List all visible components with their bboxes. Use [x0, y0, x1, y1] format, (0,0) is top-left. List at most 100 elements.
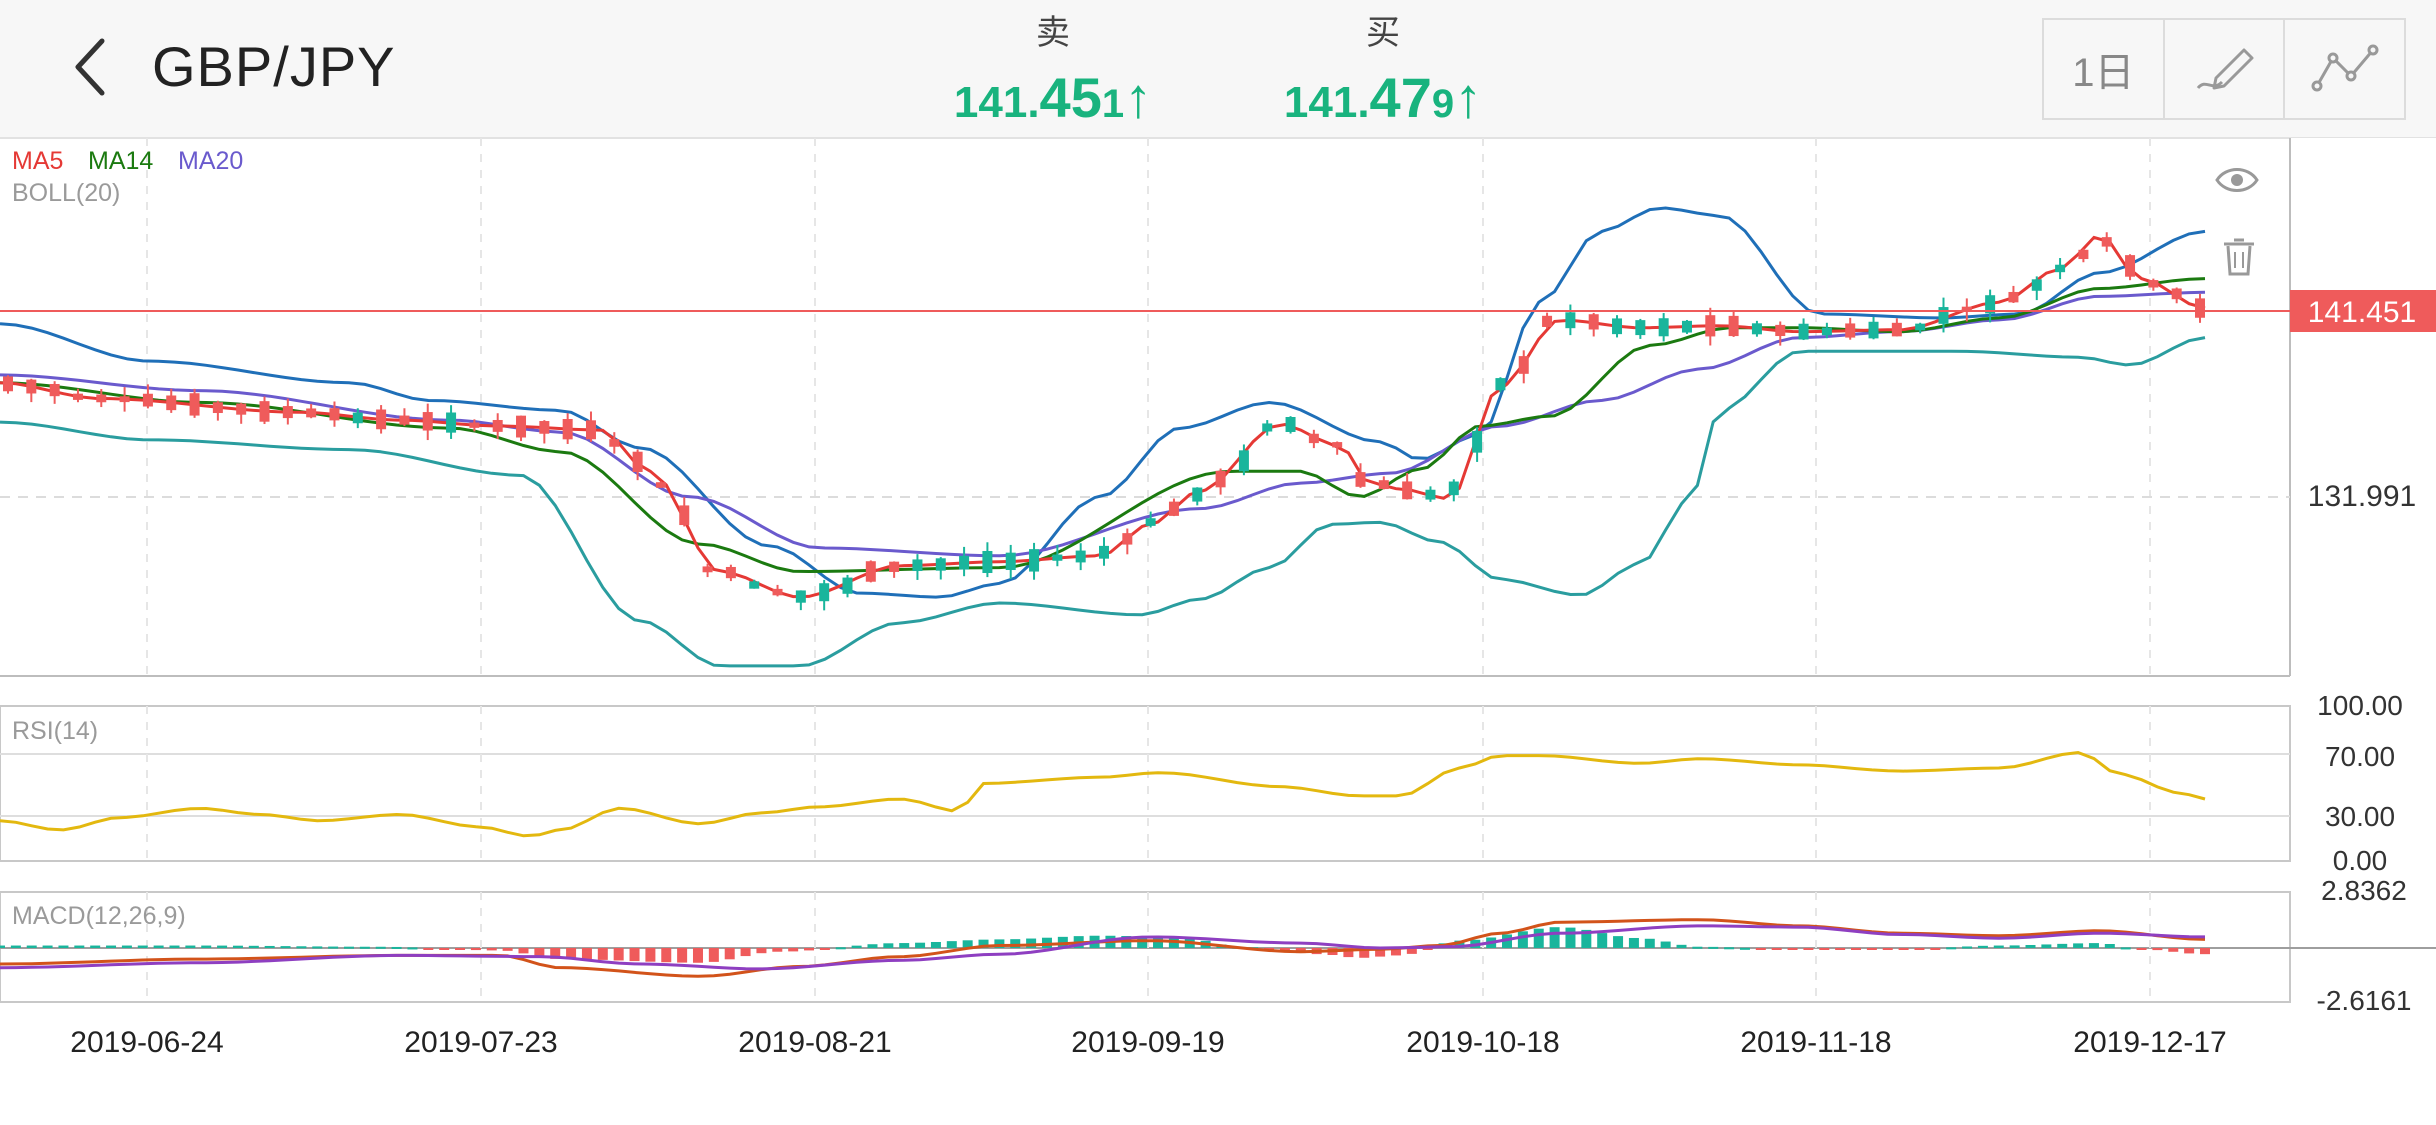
candle — [1635, 320, 1646, 336]
macd-bar — [962, 940, 973, 948]
candle — [1751, 323, 1762, 335]
candle — [212, 402, 223, 414]
candle — [1915, 323, 1926, 331]
instrument-title: GBP/JPY — [152, 35, 396, 98]
macd-bar — [1041, 937, 1052, 948]
candle — [889, 561, 900, 572]
macd-bar — [2057, 943, 2068, 948]
period-label: 1日 — [2072, 51, 2135, 95]
candle — [329, 408, 340, 421]
sell-quote[interactable]: 卖 141.451↑ — [933, 8, 1173, 134]
macd-bar — [74, 945, 85, 948]
macd-axis-bottom: -2.6161 — [2317, 985, 2412, 1016]
candle — [96, 394, 107, 403]
visibility-toggle[interactable] — [2214, 162, 2260, 203]
macd-bar — [1549, 927, 1560, 948]
candle — [2101, 237, 2112, 247]
macd-bar — [1628, 937, 1639, 948]
macd-bar — [534, 948, 545, 957]
macd-bar — [1454, 940, 1465, 948]
macd-bar — [1422, 948, 1433, 950]
macd-bar — [1708, 946, 1719, 949]
macd-dea-path — [0, 924, 2206, 971]
macd-bar — [264, 945, 275, 948]
candle — [376, 409, 387, 430]
macd-bar — [1977, 945, 1988, 948]
x-axis-label: 2019-07-23 — [404, 1026, 557, 1059]
candle — [865, 561, 876, 582]
candle — [1308, 433, 1319, 444]
macd-bar — [1153, 936, 1164, 948]
macd-bar — [597, 948, 608, 960]
macd-bar — [804, 948, 815, 951]
candle — [2148, 280, 2159, 288]
macd-bar — [1676, 944, 1687, 948]
sell-price-big: 45 — [1039, 66, 1102, 129]
macd-bar — [391, 946, 402, 949]
candle — [1425, 489, 1436, 500]
rsi-label: RSI(14) — [12, 717, 98, 745]
candle — [72, 393, 83, 400]
ma14-line — [0, 277, 2206, 574]
candle — [1262, 423, 1273, 432]
macd-bar — [2184, 948, 2195, 954]
buy-quote[interactable]: 买 141.479↑ — [1263, 8, 1503, 134]
macd-bar — [296, 946, 307, 949]
candle — [1052, 554, 1063, 561]
candle — [2195, 298, 2205, 318]
macd-bar — [772, 948, 783, 952]
candle — [562, 419, 573, 440]
candle — [2008, 291, 2019, 303]
candle — [259, 401, 270, 422]
candle — [189, 393, 200, 416]
candle — [1238, 450, 1249, 472]
macd-bar — [581, 948, 592, 960]
candle — [1332, 442, 1343, 448]
macd-bar — [1517, 931, 1528, 948]
rsi-line — [0, 750, 2206, 838]
candle — [1472, 430, 1483, 453]
macd-bar — [1565, 927, 1576, 948]
sell-price-small: 1 — [1101, 82, 1125, 126]
candle — [1728, 315, 1739, 337]
back-button[interactable] — [60, 32, 120, 102]
macd-bar — [502, 948, 513, 951]
macd-bar — [217, 945, 228, 948]
macd-bar — [407, 947, 418, 950]
macd-bar — [677, 948, 688, 963]
period-button[interactable]: 1日 — [2044, 20, 2165, 118]
macd-bar — [740, 948, 751, 957]
candle — [469, 422, 480, 428]
macd-bar — [2104, 944, 2115, 948]
draw-button[interactable] — [2165, 20, 2286, 118]
delete-drawing-button[interactable] — [2222, 238, 2256, 281]
macd-bar — [518, 948, 529, 954]
macd-bar — [90, 945, 101, 948]
macd-bar — [946, 941, 957, 948]
candle — [1938, 307, 1949, 324]
rsi-axis-0: 0.00 — [2333, 845, 2388, 876]
macd-bar — [169, 945, 180, 948]
legend-boll: BOLL(20) — [12, 179, 120, 207]
indicator-button[interactable] — [2285, 20, 2404, 118]
macd-bar — [1359, 948, 1370, 958]
main-grid — [146, 138, 2151, 676]
macd-bar — [1343, 948, 1354, 958]
macd-bar — [201, 945, 212, 948]
candle — [1565, 312, 1576, 329]
macd-bar — [280, 946, 291, 949]
macd-bar — [2041, 944, 2052, 948]
macd-bar — [978, 939, 989, 948]
macd-bar — [1390, 948, 1401, 956]
boll-lower-path — [0, 336, 2206, 668]
x-axis-label: 2019-11-18 — [1740, 1026, 1891, 1059]
macd-bar — [1993, 945, 2004, 948]
macd-bar — [2136, 948, 2147, 950]
buy-price-small: 9 — [1431, 82, 1455, 126]
candle — [1285, 417, 1296, 432]
macd-bar — [1962, 946, 1973, 949]
macd-bar — [375, 946, 386, 949]
candle — [585, 420, 596, 440]
price-chart[interactable]: 141.451 MA5 MA14 MA20 BOLL(20) 131.991 R… — [0, 138, 2436, 1125]
macd-bar — [58, 945, 69, 948]
